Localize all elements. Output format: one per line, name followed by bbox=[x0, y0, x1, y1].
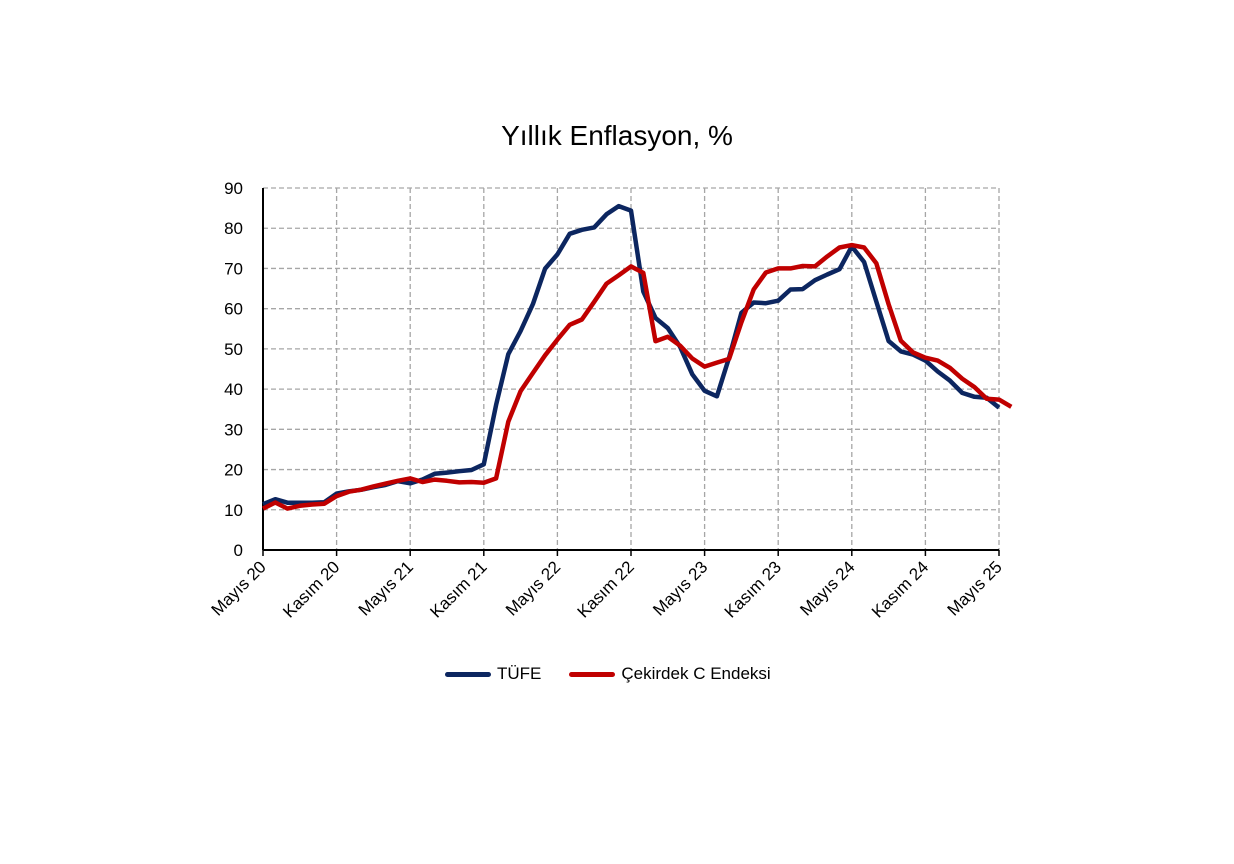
legend: TÜFE Çekirdek C Endeksi bbox=[445, 664, 771, 684]
x-tick-label: Mayıs 20 bbox=[208, 557, 270, 619]
x-tick-label: Mayıs 22 bbox=[502, 557, 564, 619]
series-line-core-c bbox=[262, 242, 1013, 511]
legend-label-tufe: TÜFE bbox=[497, 664, 542, 683]
legend-item-tufe: TÜFE bbox=[445, 664, 541, 684]
y-tick-label: 0 bbox=[234, 541, 243, 560]
y-tick-label: 40 bbox=[224, 380, 243, 399]
x-tick-label: Kasım 23 bbox=[721, 557, 785, 621]
legend-swatch-core-c bbox=[569, 671, 616, 677]
y-tick-label: 50 bbox=[224, 340, 243, 359]
x-tick-label: Kasım 24 bbox=[868, 557, 932, 621]
y-tick-label: 90 bbox=[224, 179, 243, 198]
chart-title: Yıllık Enflasyon, % bbox=[501, 120, 733, 151]
x-tick-label: Mayıs 21 bbox=[355, 557, 417, 619]
x-tick-label: Mayıs 23 bbox=[649, 557, 711, 619]
series-line-tufe bbox=[262, 203, 1001, 507]
y-tick-label: 30 bbox=[224, 420, 243, 439]
y-tick-label: 70 bbox=[224, 259, 243, 278]
y-tick-label: 20 bbox=[224, 461, 243, 480]
legend-item-core-c: Çekirdek C Endeksi bbox=[569, 664, 771, 684]
x-tick-label: Kasım 21 bbox=[426, 557, 490, 621]
x-tick-label: Kasım 22 bbox=[574, 557, 638, 621]
y-tick-label: 60 bbox=[224, 300, 243, 319]
y-tick-label: 80 bbox=[224, 219, 243, 238]
x-tick-label: Mayıs 25 bbox=[944, 557, 1006, 619]
x-tick-label: Mayıs 24 bbox=[796, 557, 858, 619]
y-tick-label: 10 bbox=[224, 501, 243, 520]
legend-label-core-c: Çekirdek C Endeksi bbox=[621, 664, 771, 683]
legend-swatch-tufe bbox=[445, 671, 491, 677]
x-tick-label: Kasım 20 bbox=[279, 557, 343, 621]
